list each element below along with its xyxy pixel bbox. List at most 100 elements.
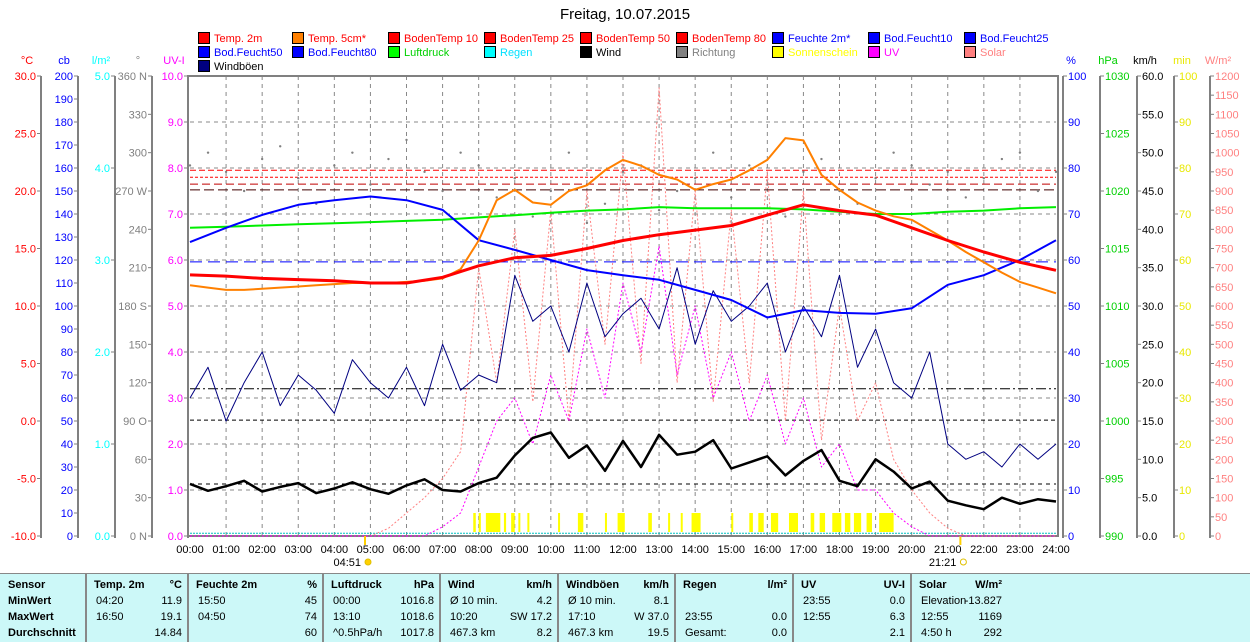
direction-point <box>748 164 751 167</box>
column-divider <box>792 574 794 642</box>
axis-tick-label: 200 <box>1215 454 1233 466</box>
axis-tick-label: 45.0 <box>1142 186 1163 198</box>
legend-item: Richtung <box>676 46 735 59</box>
legend-swatch <box>580 46 592 58</box>
column-header: UV <box>801 579 817 591</box>
axis-tick-label: 1015 <box>1105 244 1129 256</box>
table-header-sensor: Sensor <box>8 579 46 591</box>
cell-time: Elevation <box>921 595 967 607</box>
axis-tick-label: 150 <box>1215 474 1233 486</box>
axis-tick-label: 250 <box>1215 435 1233 447</box>
axis-unit-temp: °C <box>21 55 33 67</box>
cell-time: 10:20 <box>450 611 478 623</box>
cell-value: 6.3 <box>889 611 905 623</box>
axis-tick-label: 160 <box>55 163 73 175</box>
sunshine-bar <box>691 513 701 532</box>
axis-tick-label: 40 <box>61 439 73 451</box>
axis-tick-label: 110 <box>55 278 73 290</box>
cell-time: ^0.5hPa/h <box>333 627 383 639</box>
sunshine-bar <box>832 513 842 532</box>
axis-unit-sun: min <box>1173 55 1191 67</box>
legend-item: Bod.Feucht25 <box>964 32 1049 45</box>
sunshine-bar <box>485 513 501 532</box>
legend-label: Luftdruck <box>404 47 450 59</box>
column-unit: km/h <box>643 579 669 591</box>
column-divider <box>85 574 87 642</box>
series-line-temp-5cm- <box>189 137 1057 295</box>
column-divider <box>187 574 189 642</box>
axis-tick-label: 180 <box>55 117 73 129</box>
axis-tick-label: 270 W <box>115 186 147 198</box>
direction-point <box>784 215 787 218</box>
column-unit: W/m² <box>975 579 1002 591</box>
legend-swatch <box>484 46 496 58</box>
series-line-luftdruck <box>189 206 1057 229</box>
axis-tick-label: 400 <box>1215 378 1233 390</box>
axis-tick-label: 140 <box>55 209 73 221</box>
cell-value: 45 <box>304 595 317 607</box>
axis-tick-label: 600 <box>1215 301 1233 313</box>
axis-tick-label: 30 <box>1068 393 1080 405</box>
legend-swatch <box>198 32 210 44</box>
cell-time: 13:10 <box>333 611 361 623</box>
column-unit: km/h <box>526 579 552 591</box>
direction-point <box>531 215 534 218</box>
sunshine-bar <box>518 513 521 532</box>
sunrise-label: 04:51 <box>333 557 361 569</box>
axis-tick-label: 25.0 <box>1142 339 1163 351</box>
axis-tick-label: 20.0 <box>15 186 36 198</box>
axis-tick-label: 2.0 <box>95 347 110 359</box>
sun-icon <box>364 558 372 566</box>
axis-tick-label: 50.0 <box>1142 148 1163 160</box>
axis-tick-label: 0.0 <box>168 531 183 543</box>
column-header: Wind <box>448 579 475 591</box>
direction-point <box>387 157 390 161</box>
axis-tick-label: 360 N <box>118 71 147 83</box>
direction-point <box>874 177 877 180</box>
cell-value: 60 <box>304 627 317 639</box>
sunshine-bar <box>810 513 815 532</box>
legend-label: Richtung <box>692 47 736 59</box>
axis-tick-label: 180 S <box>118 301 147 313</box>
direction-point <box>441 189 444 193</box>
direction-point <box>730 196 733 199</box>
direction-point <box>693 177 697 180</box>
x-tick-label: 03:00 <box>284 544 312 556</box>
axis-tick-label: 80 <box>1179 163 1191 175</box>
direction-point <box>188 164 192 167</box>
legend-swatch <box>292 46 304 58</box>
direction-point <box>1036 189 1040 193</box>
axis-tick-label: 20 <box>1068 439 1080 451</box>
column-divider <box>674 574 676 642</box>
column-divider <box>557 574 559 642</box>
axis-tick-label: 3.0 <box>168 393 183 405</box>
legend-swatch <box>292 32 304 44</box>
sunshine-bar <box>680 513 683 532</box>
axis-tick-label: 0.0 <box>1142 531 1157 543</box>
legend-item: Wind <box>580 46 621 59</box>
column-divider <box>322 574 324 642</box>
axis-tick-label: 70 <box>1068 209 1080 221</box>
sunshine-bar <box>853 513 862 532</box>
legend-label: Sonnenschein <box>788 47 858 59</box>
axis-tick-label: 80 <box>1068 163 1080 175</box>
axis-tick-label: 60 <box>1068 255 1080 267</box>
axis-unit-wind: km/h <box>1133 55 1157 67</box>
axis-tick-label: 10 <box>1179 485 1191 497</box>
direction-point <box>1054 170 1058 174</box>
axis-unit-hum: % <box>1066 55 1076 67</box>
x-tick-label: 13:00 <box>645 544 673 556</box>
cell-value: 14.84 <box>154 627 182 639</box>
column-unit: l/m² <box>767 579 787 591</box>
cell-value: 1016.8 <box>400 595 434 607</box>
x-tick-label: 09:00 <box>501 544 529 556</box>
sunshine-bar <box>879 513 894 532</box>
axis-tick-label: 6.0 <box>168 255 183 267</box>
column-divider <box>439 574 441 642</box>
legend-swatch <box>198 60 210 72</box>
direction-point <box>657 208 661 212</box>
axis-tick-label: 10.0 <box>15 301 36 313</box>
sunshine-bar <box>731 513 734 532</box>
axis-tick-label: 1000 <box>1215 148 1239 160</box>
axis-tick-label: 50 <box>1068 301 1080 313</box>
